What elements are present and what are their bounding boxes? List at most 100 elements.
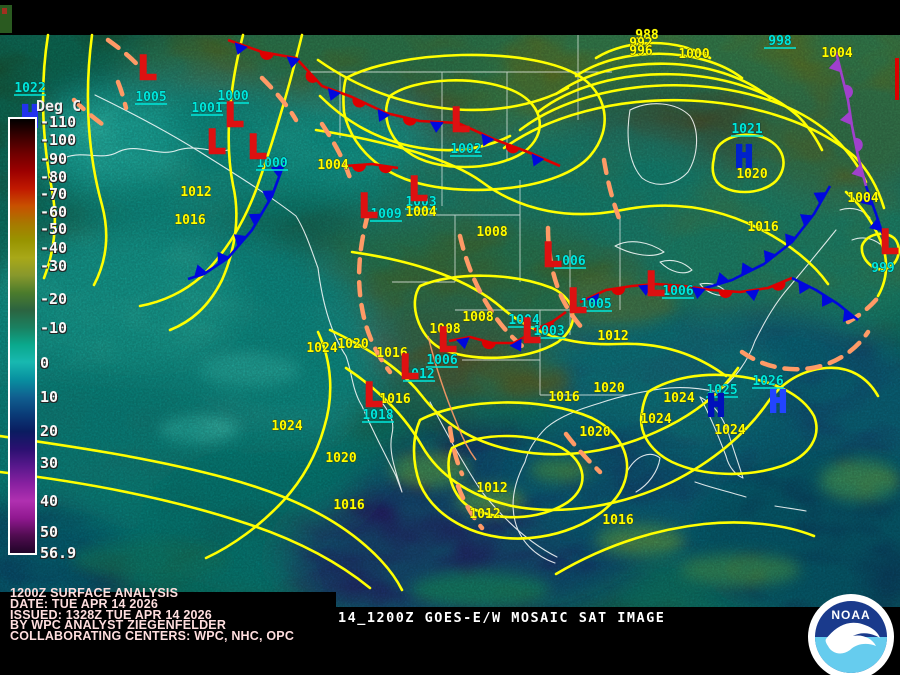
trough-line [447,425,465,477]
cold-front-pip [842,309,856,323]
cold-front-pip [262,190,276,203]
pressure-label: 1021 [731,122,762,137]
pressure-label: 1016 [747,220,778,235]
low-pressure-symbol: L [542,236,561,274]
isobar-layer [0,33,900,592]
pressure-label: 1008 [462,310,493,325]
pressure-label: 1000 [217,89,248,104]
stationary-front-pip [611,287,626,296]
colorbar-tick: -100 [40,131,77,149]
pressure-label: 988 [635,28,659,43]
low-pressure-symbol: L [450,101,469,139]
cold-front-pip [741,262,754,276]
trough-line [115,79,129,111]
pressure-label: 1006 [426,353,457,368]
colorbar-tick: 20 [40,422,59,440]
cold-front-pip [785,233,798,247]
isobar-1008 [413,274,575,360]
pressure-label: 1022 [14,81,45,96]
cold-front-pip [233,234,247,247]
stationary-front-pip [771,280,786,291]
pressure-label: 1016 [379,392,410,407]
analysis-title-line: 1200Z SURFACE ANALYSIS [10,586,179,600]
pressure-label: 996 [629,44,653,59]
colorbar-tick: -60 [40,203,68,221]
pressure-label: 1006 [554,254,585,269]
low-pressure-symbol: L [247,128,266,166]
pressure-label: 1004 [508,313,539,328]
pressure-label: 1000 [678,47,709,62]
cold-front [187,157,288,281]
stationary-front-pip [455,337,470,350]
stationary-front-pip [664,284,679,293]
colorbar-tick: 30 [40,454,59,472]
pressure-label: 1003 [405,195,436,210]
low-pressure-symbol: L [521,312,540,350]
pressure-label: 1026 [752,374,783,389]
colorbar-tick: -80 [40,168,68,186]
low-pressure-symbol: L [224,96,243,134]
low-pressure-symbol: L [137,49,156,87]
pressure-label: 1024 [271,419,302,434]
dryline [427,335,477,461]
cold-front-pip [217,251,230,265]
stationary-front-pip [509,338,522,352]
analysis-title-line: DATE: TUE APR 14 2026 [10,596,158,611]
pressure-label: 1012 [180,185,211,200]
isobar-1020 [0,434,404,592]
pressure-center-layer: LLLLLLLLLLLLLLLHHHH [20,48,900,425]
colorbar-tick: 0 [40,354,50,372]
stationary-front-pip [377,109,391,122]
isobar-1016 [328,328,740,456]
isobar-1008 [314,128,830,286]
cold-front-pip [799,214,813,227]
stationary-front-pip [286,56,301,69]
low-pressure-symbol: L [437,321,456,359]
isobar-1024 [639,373,818,476]
trough-line [601,157,625,229]
cold-front-pip [194,264,208,278]
colorbar-title: Deg C [36,97,82,115]
pressure-label: 1006 [662,284,693,299]
colorbar-tick: 56.9 [40,544,77,562]
pressure-label: 1016 [602,513,633,528]
pressure-label: 1004 [847,191,878,206]
noaa-logo-text: NOAA [831,608,870,622]
pressure-label: 1002 [450,142,481,157]
stationary-front-pip [481,133,495,147]
trough-line [105,37,145,73]
low-pressure-symbol: L [399,348,418,386]
cold-front-pip [763,250,777,264]
isobar-1005 [318,94,512,152]
pressure-label: 998 [768,34,792,49]
cold-front-pip [822,293,834,307]
cold-front-pip [813,192,827,205]
pressure-label: 1020 [337,337,368,352]
stationary-front-pip [305,70,318,83]
colorbar-tick: -70 [40,185,68,203]
cold-front-pip [798,281,811,295]
isobar-996 [554,62,772,100]
cold-front-pip [248,213,262,226]
stationary-front-pip [352,97,366,108]
warm-front-pip [351,164,366,172]
footer-panel [0,607,900,675]
trough-layer [71,37,899,531]
isobar-1012 [447,434,584,519]
warm-front-pip [378,165,393,174]
isobar-1016 [554,521,816,576]
stationary-front-pip [718,290,733,298]
stationary-front-pip [327,88,341,101]
high-pressure-symbol: H [735,140,753,175]
colorbar-tick: -90 [40,150,68,168]
pressure-label: 1012 [476,481,507,496]
sat-image-caption: 14_1200Z GOES-E/W MOSAIC SAT IMAGE [338,610,666,626]
pressure-label: 1016 [174,213,205,228]
front-layer [187,38,890,352]
analysis-title-line: ISSUED: 1328Z TUE APR 14 2026 [10,607,212,622]
pressure-label: 999 [871,261,894,276]
cold-front-pip [270,164,284,178]
